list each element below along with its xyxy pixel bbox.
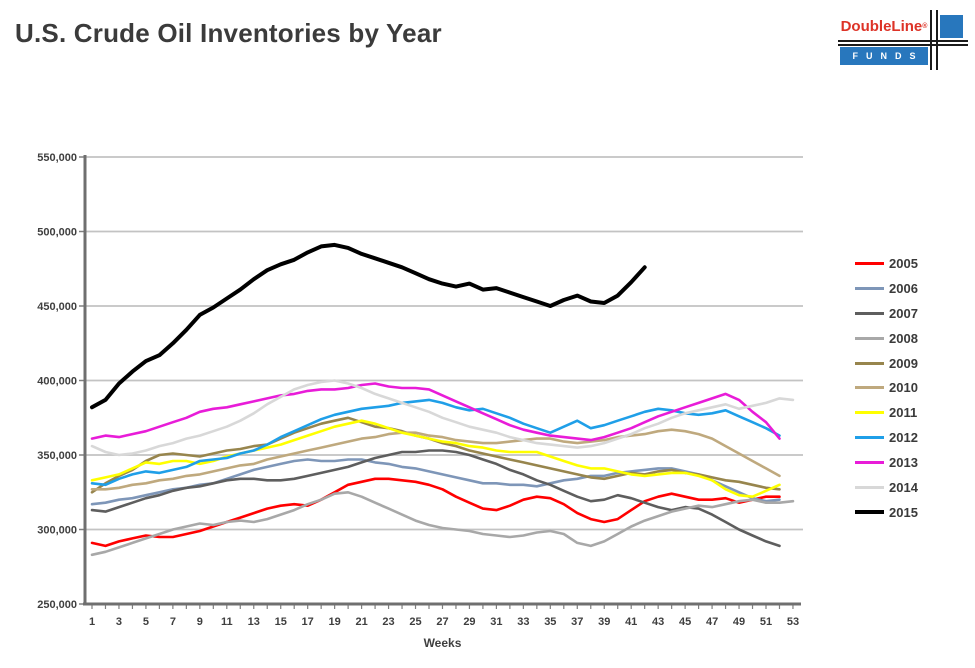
- x-axis-tick-label: 25: [409, 616, 421, 628]
- legend-swatch-2014: [855, 485, 884, 489]
- y-axis-tick-label: 400,000: [37, 376, 77, 388]
- series-line-2010: [90, 428, 781, 491]
- series-line-2006: [90, 458, 781, 506]
- y-axis-tick-label: 500,000: [37, 227, 77, 239]
- x-axis-tick-label: 7: [170, 616, 176, 628]
- logo-brand-text: DoubleLine: [840, 17, 923, 35]
- x-axis-tick-label: 13: [248, 616, 260, 628]
- x-axis-tick-label: 43: [652, 616, 664, 628]
- x-axis-tick-label: 17: [302, 616, 314, 628]
- legend-swatch-2010: [855, 386, 884, 390]
- x-axis-tick-label: 37: [571, 616, 583, 628]
- legend-item-2009: 2009: [855, 351, 918, 376]
- series-line-2013: [90, 382, 781, 442]
- y-axis-tick-label: 450,000: [37, 301, 77, 313]
- x-axis-tick-label: 19: [329, 616, 341, 628]
- x-axis-tick-label: 51: [760, 616, 772, 628]
- series-line-2005: [90, 477, 781, 548]
- series-line-2007: [90, 449, 781, 548]
- series-line-2011: [90, 419, 781, 499]
- x-axis-tick-label: 21: [355, 616, 367, 628]
- legend-swatch-2005: [855, 261, 884, 265]
- legend-item-2014: 2014: [855, 475, 918, 500]
- legend-label-2015: 2015: [889, 504, 918, 520]
- chart-legend: 2005 2006 2007 2008 2009 2010 2011 2012 2013 2014…: [855, 251, 918, 525]
- legend-swatch-2011: [855, 411, 884, 415]
- legend-label-2005: 2005: [889, 255, 918, 271]
- legend-label-2012: 2012: [889, 430, 918, 446]
- legend-swatch-2009: [855, 361, 884, 365]
- series-line-2014: [90, 379, 795, 457]
- legend-label-2011: 2011: [889, 405, 918, 421]
- x-axis-tick-label: 39: [598, 616, 610, 628]
- x-axis-title: Weeks: [424, 636, 462, 650]
- legend-item-2013: 2013: [855, 450, 918, 475]
- legend-item-2010: 2010: [855, 375, 918, 400]
- x-axis-tick-label: 29: [463, 616, 475, 628]
- legend-item-2008: 2008: [855, 326, 918, 351]
- legend-item-2015: 2015: [855, 500, 918, 525]
- legend-label-2006: 2006: [889, 280, 918, 296]
- series-line-2012: [90, 398, 781, 487]
- x-axis-tick-label: 45: [679, 616, 691, 628]
- x-axis-tick-label: 33: [517, 616, 529, 628]
- legend-item-2006: 2006: [855, 276, 918, 301]
- legend-item-2007: 2007: [855, 301, 918, 326]
- x-axis-tick-label: 35: [544, 616, 556, 628]
- legend-label-2009: 2009: [889, 355, 918, 371]
- legend-label-2014: 2014: [889, 479, 918, 495]
- legend-item-2012: 2012: [855, 425, 918, 450]
- x-axis-tick-label: 23: [382, 616, 394, 628]
- legend-swatch-2006: [855, 286, 884, 290]
- x-axis-tick-label: 49: [733, 616, 745, 628]
- x-axis-tick-label: 9: [197, 616, 203, 628]
- page-title: U.S. Crude Oil Inventories by Year: [15, 18, 442, 48]
- legend-item-2005: 2005: [855, 251, 918, 276]
- doubleline-logo: DoubleLine ® FUNDS: [838, 10, 970, 70]
- logo-funds-bar: FUNDS: [840, 47, 928, 65]
- legend-swatch-2008: [855, 336, 884, 340]
- legend-swatch-2012: [855, 436, 884, 440]
- legend-label-2008: 2008: [889, 330, 918, 346]
- legend-label-2010: 2010: [889, 380, 918, 396]
- y-axis-tick-label: 550,000: [37, 152, 77, 164]
- legend-label-2007: 2007: [889, 305, 918, 321]
- x-axis-tick-label: 15: [275, 616, 287, 628]
- legend-swatch-2015: [855, 510, 884, 515]
- legend-swatch-2007: [855, 311, 884, 315]
- legend-swatch-2013: [855, 461, 884, 465]
- x-axis-tick-label: 47: [706, 616, 718, 628]
- x-axis-tick-label: 41: [625, 616, 637, 628]
- logo-horizontal-doubleline: [838, 40, 968, 46]
- logo-vertical-doubleline: [930, 10, 938, 70]
- series-line-2008: [90, 490, 795, 557]
- logo-blue-square: [940, 15, 963, 38]
- y-axis-tick-label: 300,000: [37, 525, 77, 537]
- x-axis-tick-label: 5: [143, 616, 149, 628]
- logo-registered-mark: ®: [922, 22, 928, 30]
- y-axis-tick-label: 250,000: [37, 599, 77, 611]
- x-axis-tick-label: 1: [89, 616, 95, 628]
- x-axis-tick-label: 53: [787, 616, 799, 628]
- legend-item-2011: 2011: [855, 400, 918, 425]
- series-line-2015: [90, 242, 647, 410]
- x-axis-tick-label: 27: [436, 616, 448, 628]
- x-axis-tick-label: 31: [490, 616, 502, 628]
- x-axis-tick-label: 3: [116, 616, 122, 628]
- x-axis-tick-label: 11: [221, 616, 233, 628]
- legend-label-2013: 2013: [889, 455, 918, 471]
- logo-brand-box: DoubleLine ®: [840, 13, 928, 39]
- y-axis-tick-label: 350,000: [37, 450, 77, 462]
